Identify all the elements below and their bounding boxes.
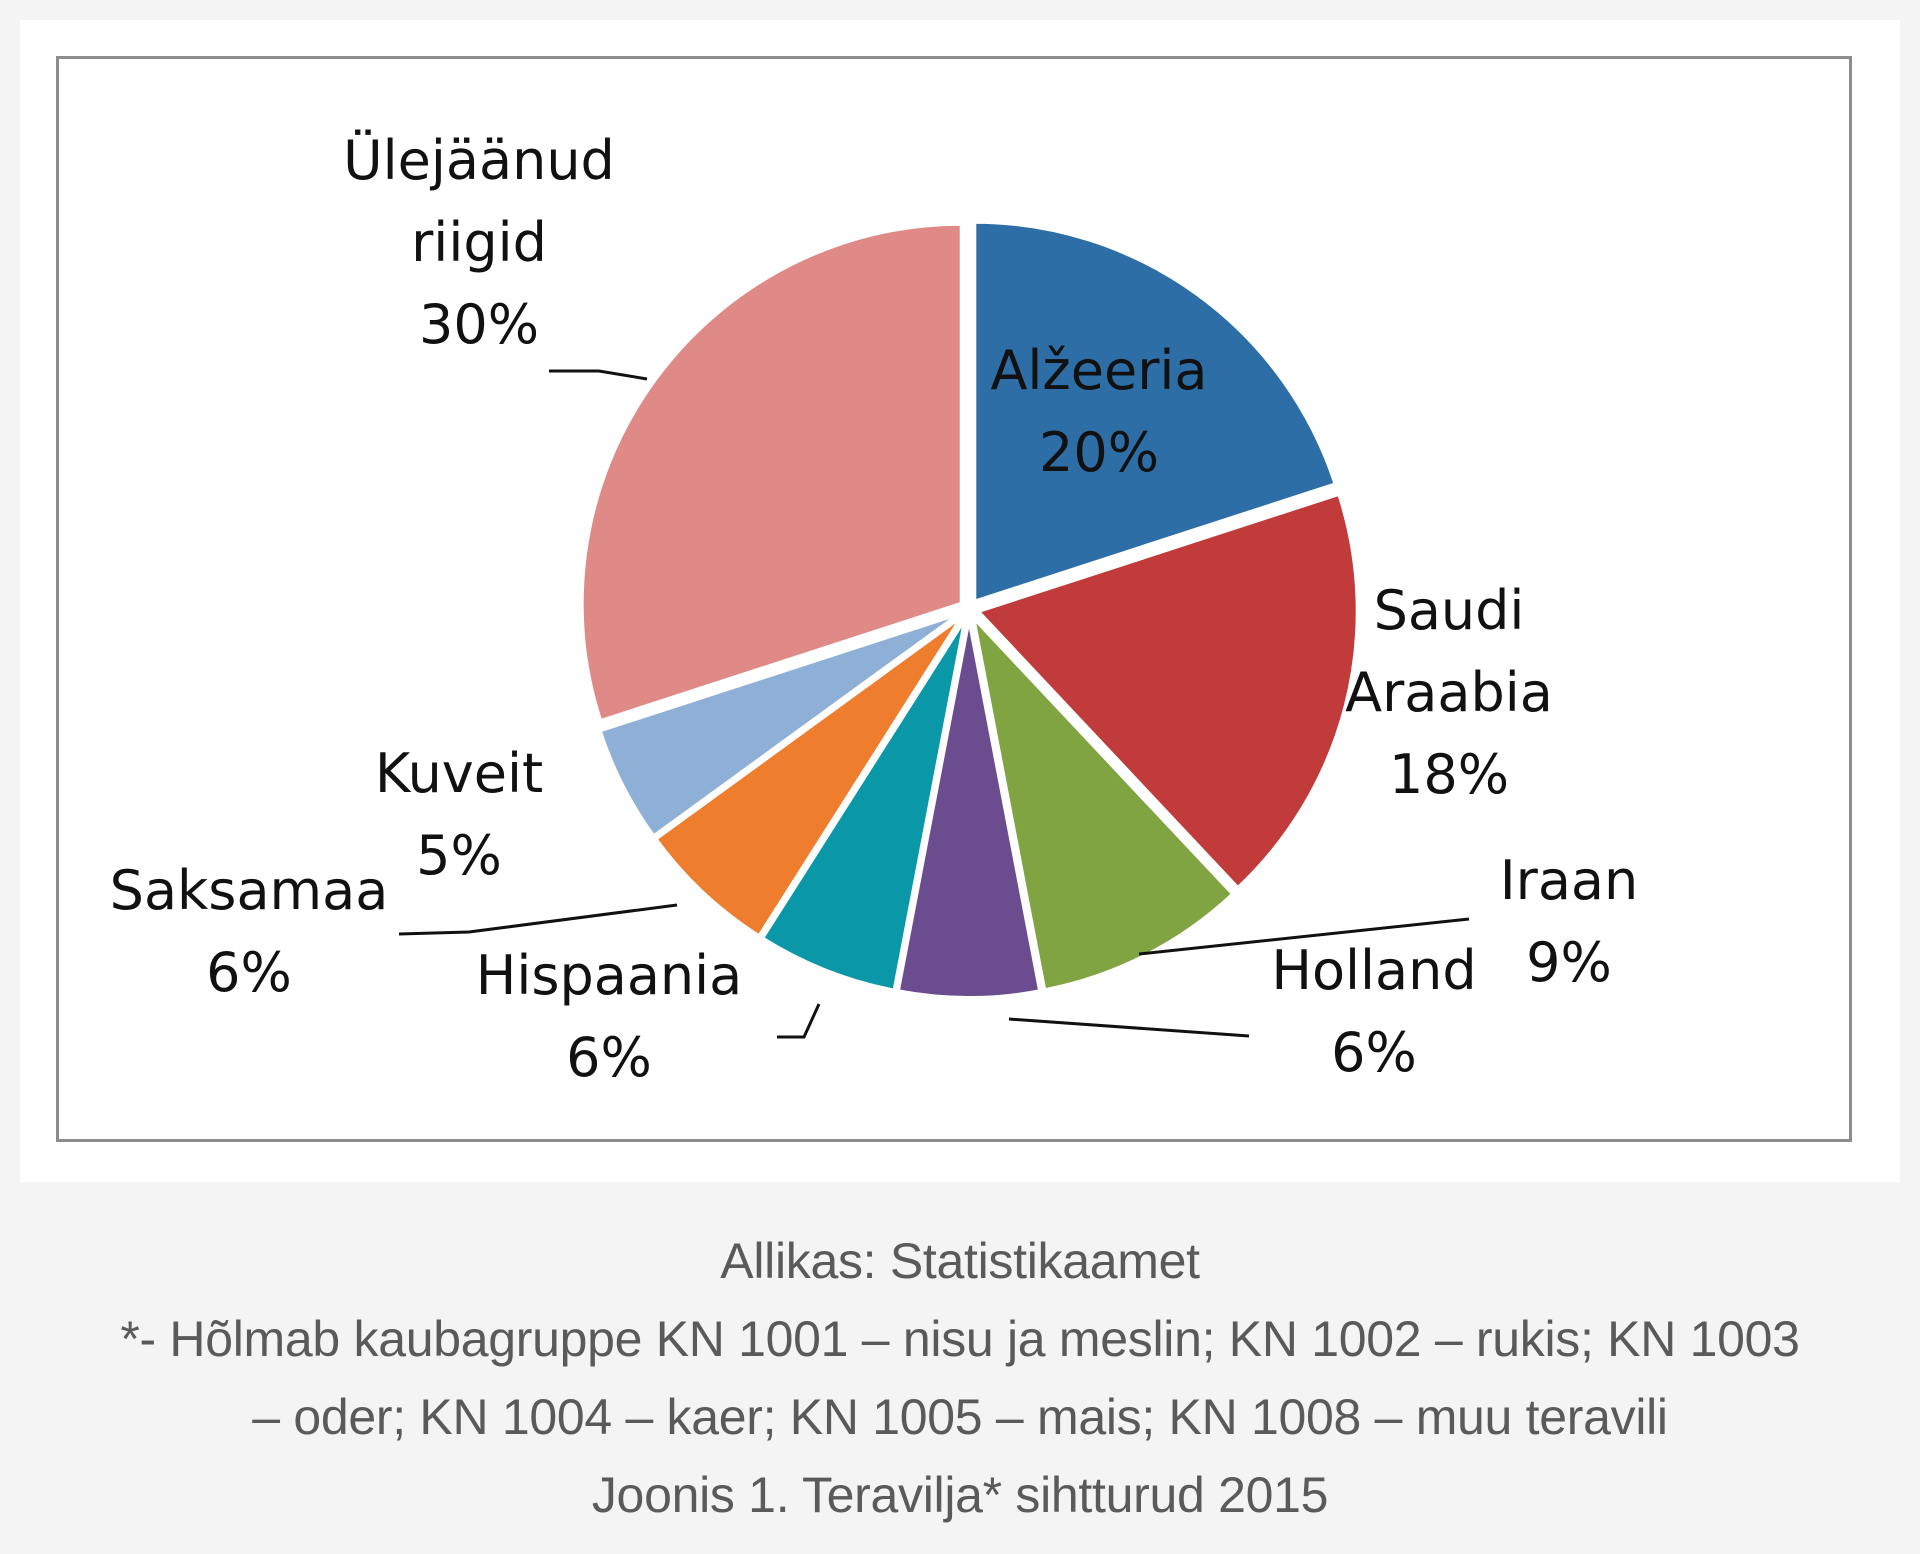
leader-line: [549, 369, 648, 381]
figure-caption: Allikas: Statistikaamet *- Hõlmab kaubag…: [0, 1222, 1920, 1534]
figure-title: Joonis 1. Teravilja* sihtturud 2015: [591, 1467, 1329, 1523]
pie-slice: [759, 616, 968, 993]
figure-card: Alžeeria 20% Saudi Araabia 18% Iraan 9% Holland…: [20, 20, 1900, 1182]
slice-label: Iraan 9%: [1500, 849, 1639, 994]
slice-label: Hispaania 6%: [476, 944, 743, 1089]
slice-name: Kuveit: [375, 742, 543, 805]
slice-percent: 20%: [1039, 421, 1159, 484]
slice-percent: 6%: [566, 1026, 652, 1089]
slice-name: Alžeeria: [990, 339, 1207, 402]
pie-slice: [974, 491, 1360, 892]
pie-slice: [579, 221, 964, 724]
chart-frame: Alžeeria 20% Saudi Araabia 18% Iraan 9% Holland…: [56, 56, 1852, 1142]
slice-name: Saudi: [1374, 579, 1525, 642]
pie-slice: [969, 610, 1237, 993]
source-line: Allikas: Statistikaamet: [720, 1233, 1200, 1289]
leader-line: [1138, 917, 1470, 956]
pie-chart: Alžeeria 20% Saudi Araabia 18% Iraan 9% Holland…: [110, 129, 1639, 1089]
slice-label: Kuveit 5%: [375, 742, 543, 887]
slice-percent: 6%: [1331, 1021, 1417, 1084]
leader-line: [1008, 1017, 1250, 1038]
leader-line: [398, 903, 678, 936]
footnote-line-1: *- Hõlmab kaubagruppe KN 1001 – nisu ja …: [120, 1311, 1800, 1367]
slice-percent: 6%: [206, 941, 292, 1004]
slice-name: Iraan: [1500, 849, 1639, 912]
slice-label: Saksamaa 6%: [110, 859, 389, 1004]
slice-name: riigid: [411, 211, 547, 274]
pie-slice: [652, 613, 965, 940]
slice-percent: 18%: [1389, 743, 1509, 806]
leader-line: [777, 1003, 821, 1039]
slice-name: Hispaania: [476, 944, 743, 1007]
pie-slice: [972, 219, 1339, 605]
slice-name: Ülejäänud: [343, 129, 615, 192]
slice-name: Holland: [1271, 939, 1476, 1002]
pie-slice: [895, 617, 1043, 1000]
footnote-line-2: – oder; KN 1004 – kaer; KN 1005 – mais; …: [252, 1389, 1668, 1445]
slice-percent: 5%: [416, 824, 502, 887]
slice-label: Ülejäänud riigid 30%: [343, 129, 615, 356]
slice-name: Araabia: [1345, 661, 1553, 724]
slice-percent: 30%: [419, 293, 539, 356]
slice-percent: 9%: [1526, 931, 1612, 994]
slice-label: Saudi Araabia 18%: [1345, 579, 1553, 806]
slice-name: Saksamaa: [110, 859, 389, 922]
slice-label: Holland 6%: [1271, 939, 1476, 1084]
pie-slice: [597, 611, 963, 840]
slice-label: Alžeeria 20%: [990, 339, 1207, 484]
